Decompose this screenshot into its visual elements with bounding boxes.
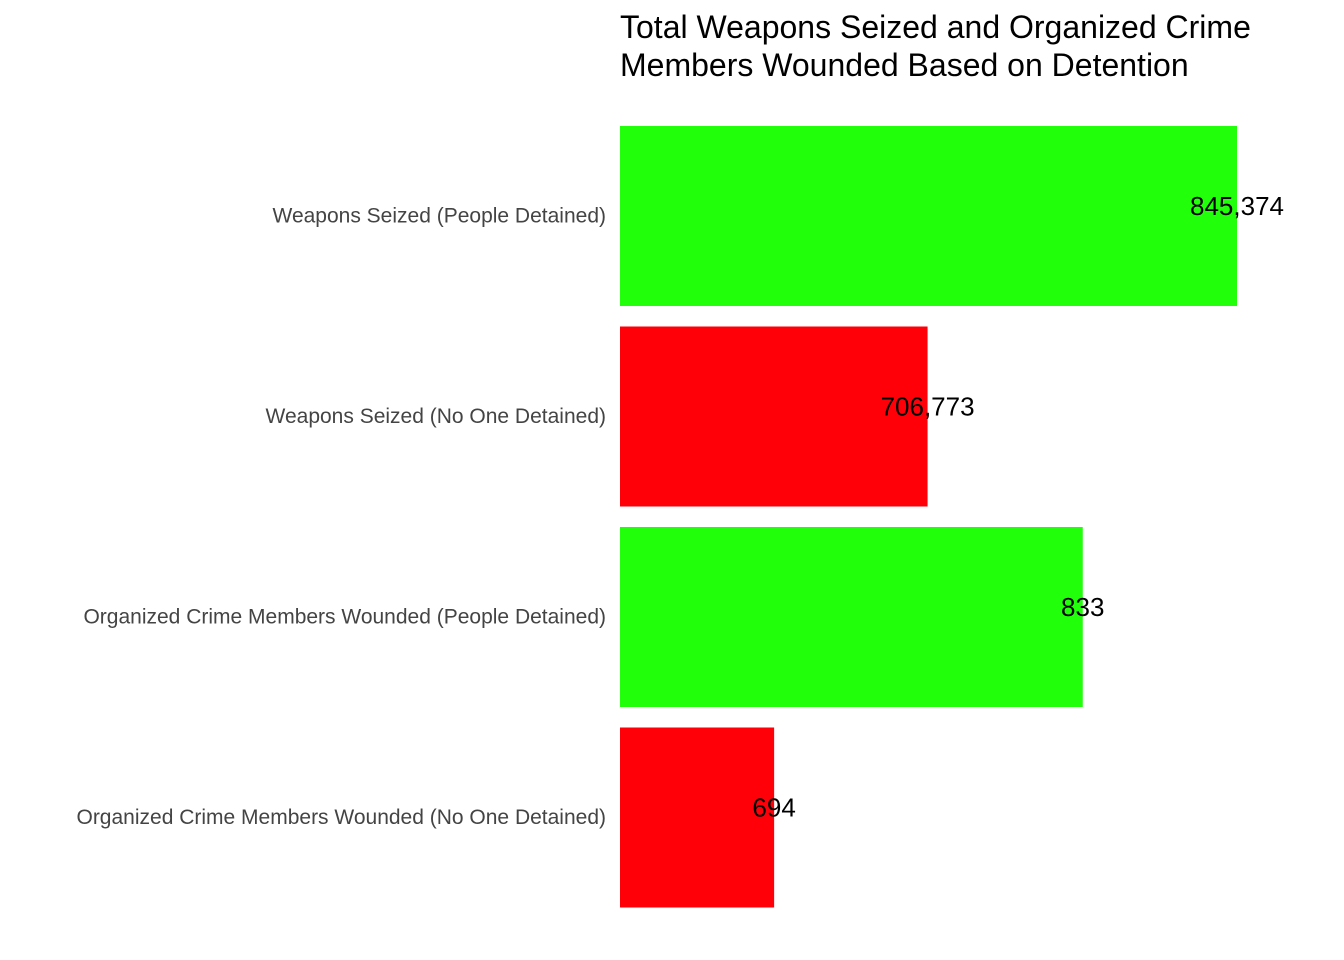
value-label-3: 833	[1061, 592, 1104, 622]
value-label-4: 694	[752, 792, 795, 822]
chart-title-line-1: Total Weapons Seized and Organized Crime	[620, 9, 1251, 45]
category-label-1: Weapons Seized (People Detained)	[273, 205, 607, 228]
value-label-2: 706,773	[881, 391, 975, 421]
bar-1	[620, 126, 1237, 306]
chart-title: Total Weapons Seized and Organized Crime…	[620, 8, 1340, 84]
category-label-3: Organized Crime Members Wounded (People …	[83, 606, 606, 629]
bar-2	[620, 326, 928, 507]
category-label-4: Organized Crime Members Wounded (No One …	[76, 806, 606, 829]
bar-3	[620, 527, 1083, 707]
category-label-2: Weapons Seized (No One Detained)	[266, 405, 606, 428]
chart-title-line-2: Members Wounded Based on Detention	[620, 47, 1189, 83]
value-label-1: 845,374	[1190, 191, 1284, 221]
bar-4	[620, 727, 775, 908]
